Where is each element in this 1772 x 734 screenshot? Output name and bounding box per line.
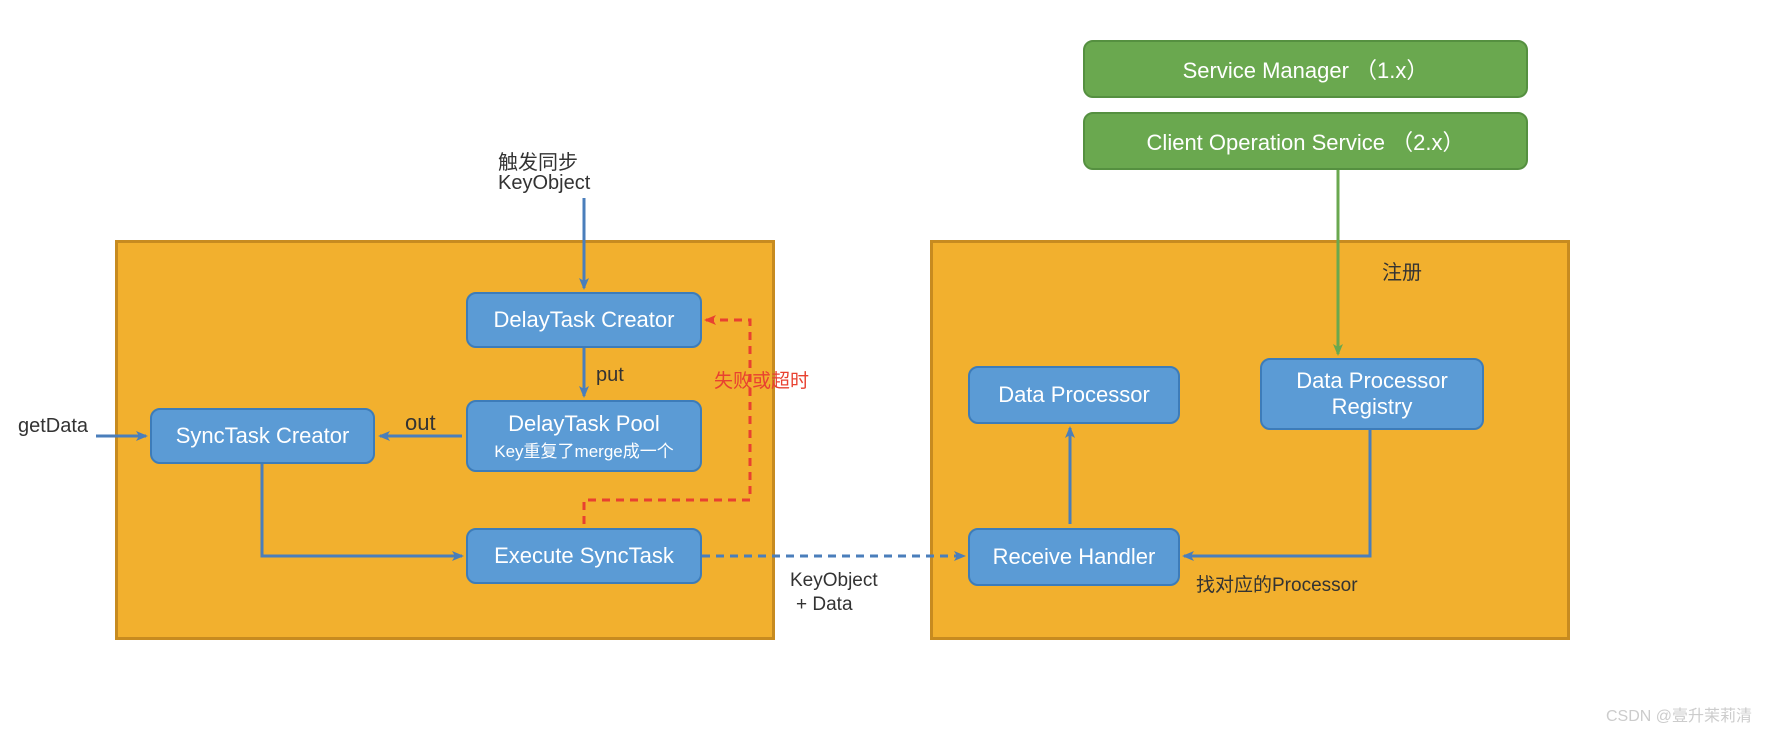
trigger-sync-label: 触发同步	[498, 146, 578, 175]
keyobject-data-label-1: KeyObject	[790, 570, 878, 592]
keyobject-data-label-2: + Data	[796, 594, 853, 616]
data-processor-registry-node: Data ProcessorRegistry	[1260, 358, 1484, 430]
out-label: out	[405, 410, 436, 436]
fail-timeout-label: 失败或超时	[714, 366, 809, 393]
execute_synctask-text: Execute SyncTask	[494, 543, 674, 569]
watermark: CSDN @壹升茉莉清	[1606, 702, 1752, 726]
find-processor-label: 找对应的Processor	[1196, 570, 1358, 597]
data_processor-text: Data Processor	[998, 382, 1150, 408]
execute-synctask-node: Execute SyncTask	[466, 528, 702, 584]
delaytask-pool-node: DelayTask PoolKey重复了merge成一个	[466, 400, 702, 472]
receive-handler-node: Receive Handler	[968, 528, 1180, 586]
register-label: 注册	[1382, 256, 1422, 285]
synctask-creator-node: SyncTask Creator	[150, 408, 375, 464]
delaytask_creator-text: DelayTask Creator	[494, 307, 675, 333]
receive_handler-text: Receive Handler	[993, 544, 1156, 570]
put-label: put	[596, 364, 624, 387]
dp_registry-text: Data Processor	[1296, 368, 1448, 394]
client_op-text: Client Operation Service （2.x）	[1147, 125, 1465, 157]
keyobject-label: KeyObject	[498, 172, 590, 195]
delaytask-creator-node: DelayTask Creator	[466, 292, 702, 348]
getdata-label: getData	[18, 415, 88, 438]
dp_registry-subtext: Registry	[1332, 394, 1413, 420]
delaytask_pool-text: DelayTask Pool	[508, 411, 660, 437]
service-manager-node: Service Manager （1.x）	[1083, 40, 1528, 98]
client-operation-service-node: Client Operation Service （2.x）	[1083, 112, 1528, 170]
synctask_creator-text: SyncTask Creator	[176, 423, 350, 449]
delaytask_pool-subtext: Key重复了merge成一个	[494, 437, 673, 462]
data-processor-node: Data Processor	[968, 366, 1180, 424]
service_mgr-text: Service Manager （1.x）	[1183, 53, 1429, 85]
